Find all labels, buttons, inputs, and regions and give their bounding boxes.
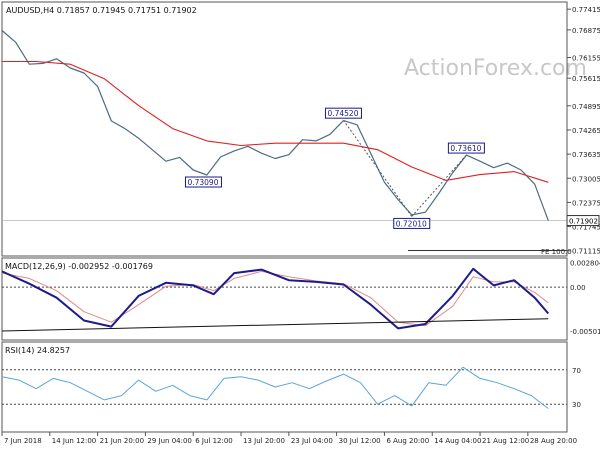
price-panel: [1, 1, 568, 257]
rsi-panel: [1, 341, 568, 433]
x-tick-label: 14 Jun 12:00: [52, 437, 96, 445]
price-series-line: [343, 120, 549, 221]
price-tick-label: 0.72375: [572, 199, 600, 207]
macd-tick-label: 0.002804: [570, 260, 600, 268]
price-tick-label: 0.76875: [572, 27, 600, 35]
macd-panel: [1, 257, 568, 341]
price-tick-label: 0.74895: [572, 103, 600, 111]
grid-lines: [2, 220, 567, 405]
price-tick-label: 0.75615: [572, 75, 600, 83]
x-tick-label: 6 Aug 20:00: [386, 437, 429, 445]
annotation-label: 0.73090: [187, 178, 218, 187]
series-layer: [1, 30, 550, 409]
annotation-box: [447, 142, 485, 154]
price-tick-label: 0.73635: [572, 151, 600, 159]
rsi-label: RSI(14) 24.8257: [5, 346, 70, 355]
annotation-box: [184, 176, 222, 188]
x-tick-label: 6 Jul 12:00: [195, 437, 233, 445]
x-tick-label: 21 Jun 20:00: [100, 437, 144, 445]
moving-average-line: [2, 60, 549, 183]
annotation-label: 0.73610: [450, 144, 481, 153]
current-price-label: 0.71902: [569, 218, 598, 226]
annotation-box: [393, 217, 431, 229]
annotation-label: 0.72010: [396, 219, 427, 228]
annotation-label: 0.74520: [327, 109, 358, 118]
macd-label: MACD(12,26,9) -0.002952 -0.001769: [5, 262, 153, 271]
rsi-tick-label: 70: [572, 367, 581, 375]
macd-signal-line: [1, 270, 549, 327]
watermark: ActionForex.com: [404, 56, 587, 81]
x-tick-label: 23 Jul 04:00: [291, 437, 333, 445]
wave-connector: [411, 154, 467, 217]
x-tick-label: 7 Jun 2018: [4, 437, 42, 445]
price-tick-label: 0.74265: [572, 127, 600, 135]
price-header: AUDUSD,H4 0.71857 0.71945 0.71751 0.7190…: [6, 6, 197, 15]
macd-tick-label: -0.005019: [570, 328, 600, 336]
price-tick-label: 0.71745: [572, 224, 600, 232]
x-tick-label: 21 Aug 12:00: [482, 437, 529, 445]
x-tick-label: 29 Jun 04:00: [147, 437, 191, 445]
annotations: 0.73090 0.74520 0.72010 0.73610: [184, 107, 485, 229]
macd-tick-label: 0.00: [570, 284, 586, 292]
rsi-line: [1, 366, 549, 409]
price-series-line: [1, 30, 344, 176]
axis-labels: 0.77415 0.76875 0.76155 0.75615 0.74895 0.742…: [1, 6, 600, 445]
x-tick-label: 13 Jul 20:00: [243, 437, 285, 445]
price-tick-label: 0.77415: [572, 6, 600, 14]
x-tick-label: 14 Aug 04:00: [434, 437, 481, 445]
rsi-tick-label: 30: [572, 401, 581, 409]
price-tick-label: 0.71115: [572, 248, 600, 256]
macd-line: [1, 267, 550, 330]
price-tick-label: 0.73005: [572, 175, 600, 183]
annotation-box: [324, 107, 362, 119]
price-tick-label: 0.76155: [572, 54, 600, 62]
current-price-box: [566, 215, 600, 227]
fe-label: FE 100.0: [541, 248, 572, 256]
macd-trendline: [1, 318, 549, 332]
x-tick-label: 28 Aug 20:00: [530, 437, 577, 445]
x-tick-label: 30 Jul 12:00: [339, 437, 381, 445]
